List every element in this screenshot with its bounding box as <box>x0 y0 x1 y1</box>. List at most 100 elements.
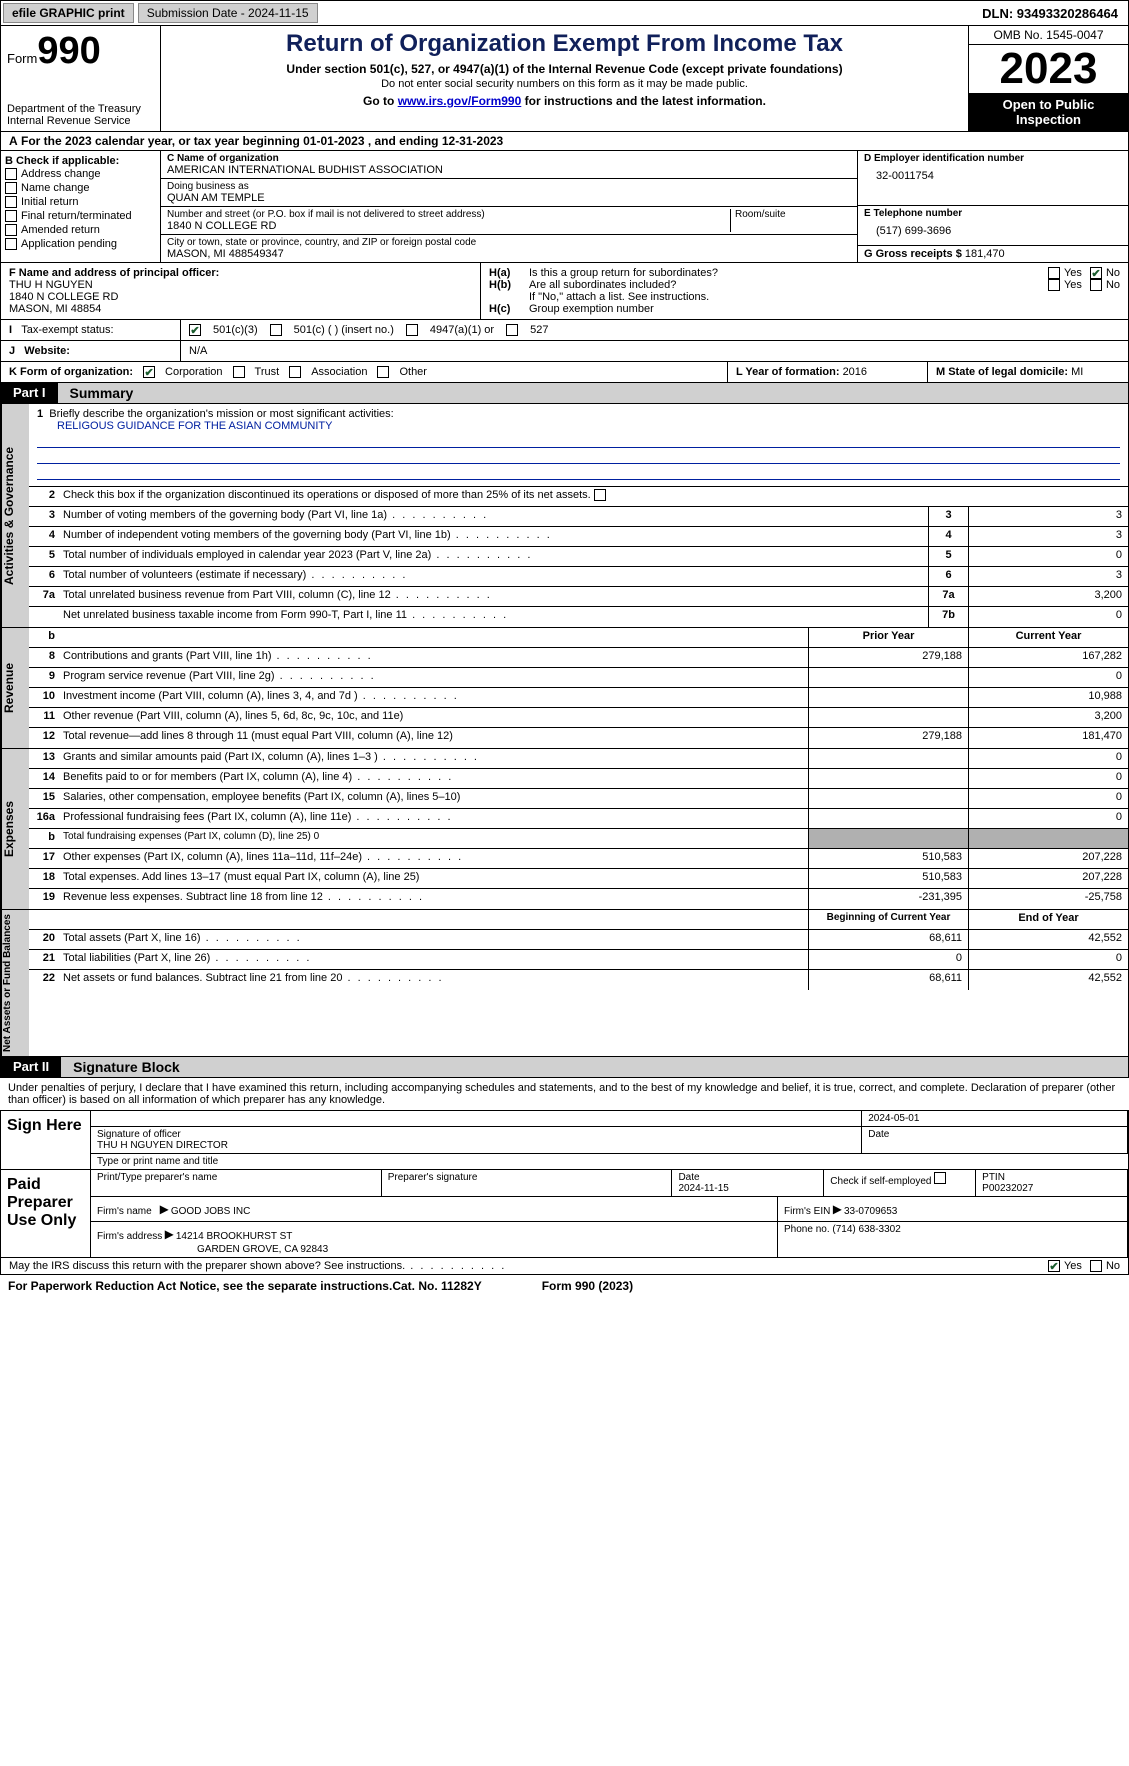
rev11-cur: 3,200 <box>968 708 1128 727</box>
side-revenue: Revenue <box>1 628 29 748</box>
net20-cur: 42,552 <box>968 930 1128 949</box>
formation-year: 2016 <box>843 366 867 378</box>
street-address: 1840 N COLLEGE RD <box>167 220 726 232</box>
checkbox-amended[interactable] <box>5 224 17 236</box>
form-ref: Form 990 (2023) <box>542 1279 633 1293</box>
department: Department of the Treasury Internal Reve… <box>7 103 154 127</box>
exp17-prior: 510,583 <box>808 849 968 868</box>
rev8-cur: 167,282 <box>968 648 1128 667</box>
checkbox-501c3[interactable] <box>189 324 201 336</box>
city-zip: MASON, MI 488549347 <box>167 248 851 260</box>
checkbox-ha-yes[interactable] <box>1048 267 1060 279</box>
mission: RELIGOUS GUIDANCE FOR THE ASIAN COMMUNIT… <box>37 420 1120 432</box>
exp18-prior: 510,583 <box>808 869 968 888</box>
val-6: 3 <box>968 567 1128 586</box>
dba-name: QUAN AM TEMPLE <box>167 192 851 204</box>
firm-addr1: 14214 BROOKHURST ST <box>176 1231 293 1242</box>
val-5: 0 <box>968 547 1128 566</box>
exp15-cur: 0 <box>968 789 1128 808</box>
rev12-cur: 181,470 <box>968 728 1128 748</box>
checkbox-discontinued[interactable] <box>594 489 606 501</box>
val-7a: 3,200 <box>968 587 1128 606</box>
part2-header: Part II <box>1 1057 61 1077</box>
checkbox-final-return[interactable] <box>5 210 17 222</box>
form-title: Return of Organization Exempt From Incom… <box>165 30 964 58</box>
org-name: AMERICAN INTERNATIONAL BUDHIST ASSOCIATI… <box>167 164 851 176</box>
tax-year: 2023 <box>969 45 1128 93</box>
part1-header: Part I <box>1 383 58 403</box>
officer-city: MASON, MI 48854 <box>9 303 472 315</box>
exp19-prior: -231,395 <box>808 889 968 909</box>
rev9-prior <box>808 668 968 687</box>
part2-title: Signature Block <box>61 1057 1128 1077</box>
checkbox-discuss-yes[interactable] <box>1048 1260 1060 1272</box>
submission-date: Submission Date - 2024-11-15 <box>138 3 318 23</box>
checkbox-501c[interactable] <box>270 324 282 336</box>
officer-street: 1840 N COLLEGE RD <box>9 291 472 303</box>
ein: 32-0011754 <box>864 164 1122 188</box>
website: N/A <box>181 341 1128 361</box>
checkbox-self-employed[interactable] <box>934 1172 946 1184</box>
rev8-prior: 279,188 <box>808 648 968 667</box>
perjury-text: Under penalties of perjury, I declare th… <box>0 1078 1129 1110</box>
firm-name: GOOD JOBS INC <box>171 1206 250 1217</box>
exp13-cur: 0 <box>968 749 1128 768</box>
sign-here-label: Sign Here <box>1 1111 91 1169</box>
dln: DLN: 93493320286464 <box>982 6 1128 21</box>
checkbox-4947[interactable] <box>406 324 418 336</box>
paid-preparer-label: Paid Preparer Use Only <box>1 1170 91 1257</box>
side-netassets: Net Assets or Fund Balances <box>1 910 29 1056</box>
rev10-prior <box>808 688 968 707</box>
section-b-to-g: B Check if applicable: Address change Na… <box>0 151 1129 263</box>
rev9-cur: 0 <box>968 668 1128 687</box>
val-7b: 0 <box>968 607 1128 627</box>
checkbox-other[interactable] <box>377 366 389 378</box>
firm-phone: (714) 638-3302 <box>832 1224 900 1235</box>
checkbox-527[interactable] <box>506 324 518 336</box>
firm-ein: 33-0709653 <box>844 1206 897 1217</box>
domicile-state: MI <box>1071 366 1083 378</box>
officer-name: THU H NGUYEN <box>9 279 472 291</box>
exp16a-cur: 0 <box>968 809 1128 828</box>
checkbox-association[interactable] <box>289 366 301 378</box>
footer: For Paperwork Reduction Act Notice, see … <box>0 1275 1129 1297</box>
section-f-h: F Name and address of principal officer:… <box>0 263 1129 320</box>
rev11-prior <box>808 708 968 727</box>
rev12-prior: 279,188 <box>808 728 968 748</box>
checkbox-corporation[interactable] <box>143 366 155 378</box>
checkbox-hb-yes[interactable] <box>1048 279 1060 291</box>
section-a-taxyear: A For the 2023 calendar year, or tax yea… <box>0 132 1129 151</box>
checkbox-trust[interactable] <box>233 366 245 378</box>
ssn-note: Do not enter social security numbers on … <box>165 78 964 90</box>
goto-instructions: Go to www.irs.gov/Form990 for instructio… <box>165 94 964 108</box>
form-header: Form990 Department of the Treasury Inter… <box>0 26 1129 132</box>
irs-link[interactable]: www.irs.gov/Form990 <box>398 94 522 108</box>
net21-prior: 0 <box>808 950 968 969</box>
checkbox-initial-return[interactable] <box>5 196 17 208</box>
efile-print-button[interactable]: efile GRAPHIC print <box>3 3 134 23</box>
form-subtitle: Under section 501(c), 527, or 4947(a)(1)… <box>165 62 964 76</box>
rev10-cur: 10,988 <box>968 688 1128 707</box>
checkbox-hb-no[interactable] <box>1090 279 1102 291</box>
exp13-prior <box>808 749 968 768</box>
checkbox-discuss-no[interactable] <box>1090 1260 1102 1272</box>
exp18-cur: 207,228 <box>968 869 1128 888</box>
discuss-row: May the IRS discuss this return with the… <box>0 1258 1129 1275</box>
val-3: 3 <box>968 507 1128 526</box>
exp15-prior <box>808 789 968 808</box>
firm-addr2: GARDEN GROVE, CA 92843 <box>97 1244 328 1255</box>
net20-prior: 68,611 <box>808 930 968 949</box>
checkbox-address-change[interactable] <box>5 168 17 180</box>
net22-prior: 68,611 <box>808 970 968 990</box>
val-4: 3 <box>968 527 1128 546</box>
exp14-prior <box>808 769 968 788</box>
net21-cur: 0 <box>968 950 1128 969</box>
omb-number: OMB No. 1545-0047 <box>969 26 1128 45</box>
public-inspection: Open to Public Inspection <box>969 93 1128 131</box>
checkbox-ha-no[interactable] <box>1090 267 1102 279</box>
ptin: P00232027 <box>982 1183 1033 1194</box>
checkbox-application-pending[interactable] <box>5 238 17 250</box>
side-expenses: Expenses <box>1 749 29 909</box>
gross-receipts: 181,470 <box>965 248 1005 260</box>
checkbox-name-change[interactable] <box>5 182 17 194</box>
